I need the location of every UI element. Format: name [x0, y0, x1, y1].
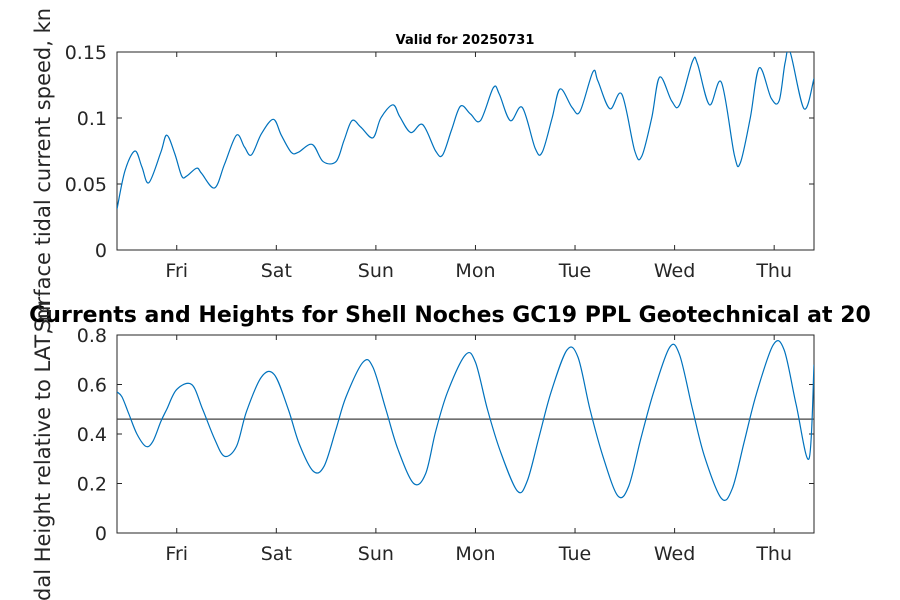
ylabel-tidal-height: Tidal Height relative to LAT, m [31, 301, 55, 600]
chart-title-bottom: Currents and Heights for Shell Noches GC… [29, 303, 871, 328]
current-speed-x-tick-label: Sun [358, 260, 394, 282]
current-speed-x-tick-label: Tue [558, 260, 591, 282]
tidal-height-x-tick-label: Sat [261, 543, 292, 565]
tidal-height-x-tick-label: Sun [358, 543, 394, 565]
tidal-height-x-tick-label: Tue [558, 543, 591, 565]
current-speed-chart: Valid for 20250731 Fri Sat Sun Mon Tue Wed Thu… [65, 33, 815, 282]
tidal-height-y-tick-label: 0.6 [77, 375, 107, 397]
current-speed-y-tick-label: 0.1 [77, 108, 107, 130]
tidal-height-y-tick-label: 0 [95, 523, 107, 545]
tidal-height-x-tick-label: Fri [165, 543, 188, 565]
tidal-height-y-tick-label: 0.8 [77, 325, 107, 347]
tidal-height-series-line [117, 340, 814, 501]
tidal-height-plot-area: Fri Sat Sun Mon Tue Wed Thu 0 0.2 0.4 0.6 0.8 [77, 325, 815, 565]
ylabel-current-speed: Surface tidal current speed, kn [31, 8, 55, 332]
tidal-height-x-tick-label: Wed [654, 543, 695, 565]
current-speed-series-line [117, 52, 814, 210]
chart-title-top: Valid for 20250731 [396, 33, 535, 48]
current-speed-plot-area: Fri Sat Sun Mon Tue Wed Thu 0 0.05 0.1 0.15 [65, 42, 815, 282]
tidal-height-axes-box [116, 334, 815, 534]
tidal-height-y-tick-label: 0.4 [77, 424, 107, 446]
tidal-height-y-tick-label: 0.2 [77, 474, 107, 496]
tidal-height-x-tick-label: Thu [755, 543, 792, 565]
current-speed-x-tick-label: Fri [165, 260, 188, 282]
tidal-height-chart: Fri Sat Sun Mon Tue Wed Thu 0 0.2 0.4 0.6 0.8 Curre… [29, 303, 871, 565]
current-speed-x-tick-label: Wed [654, 260, 695, 282]
current-speed-x-tick-label: Thu [755, 260, 792, 282]
current-speed-x-tick-label: Mon [455, 260, 495, 282]
current-speed-y-tick-label: 0 [95, 240, 107, 262]
current-speed-y-tick-label: 0.15 [65, 42, 107, 64]
tidal-height-x-tick-label: Mon [455, 543, 495, 565]
current-speed-y-tick-label: 0.05 [65, 174, 107, 196]
current-speed-x-tick-label: Sat [261, 260, 292, 282]
current-speed-axes-box [116, 51, 815, 251]
